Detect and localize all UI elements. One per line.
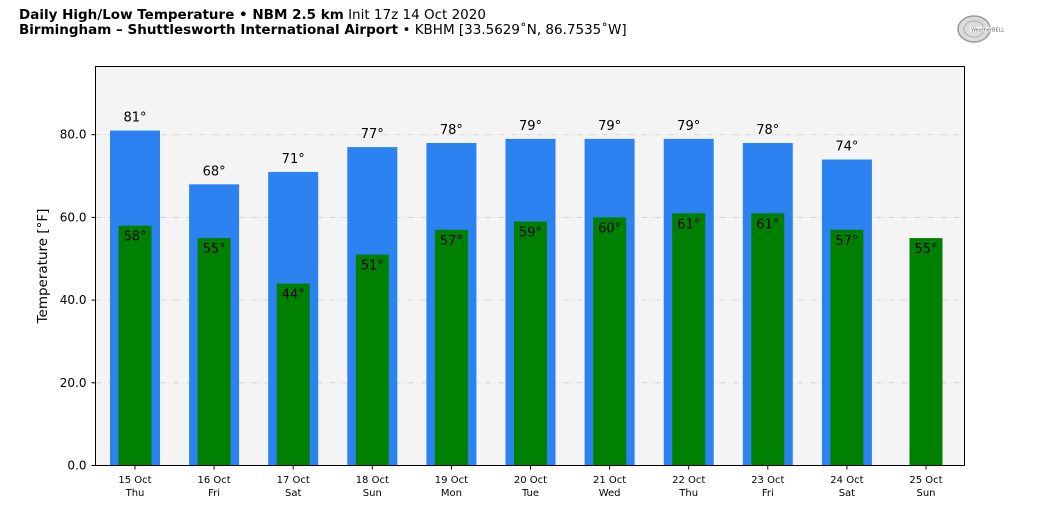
high-temp-label: 81° bbox=[123, 111, 146, 126]
low-temp-label: 55° bbox=[914, 242, 937, 257]
y-tick-label: 20.0 bbox=[60, 376, 87, 390]
bars: 81° 58° 68° 55° 71° 44° 77° 51° 78° 57° 79° 59° 79° 6… bbox=[110, 111, 943, 466]
x-tick-day: Mon bbox=[441, 488, 462, 499]
y-tick-label: 40.0 bbox=[60, 293, 87, 307]
title-line: Daily High/Low Temperature • NBM 2.5 km … bbox=[19, 8, 627, 23]
y-axis-ticks: 0.0 20.0 40.0 60.0 80.0 bbox=[60, 128, 96, 473]
low-temp-label: 44° bbox=[282, 288, 305, 303]
logo-text: WeatherBELL bbox=[971, 28, 1004, 34]
x-tick-day: Thu bbox=[125, 488, 145, 499]
low-temp-bar bbox=[751, 213, 785, 466]
high-temp-label: 71° bbox=[282, 152, 305, 167]
y-tick-label: 80.0 bbox=[60, 128, 87, 142]
y-axis-title: Temperature [°F] bbox=[35, 209, 51, 325]
y-tick-label: 0.0 bbox=[67, 459, 86, 473]
high-temp-label: 68° bbox=[203, 164, 226, 179]
y-tick-label: 60.0 bbox=[60, 210, 87, 224]
high-temp-label: 74° bbox=[835, 140, 858, 155]
low-temp-bar bbox=[830, 229, 864, 466]
x-tick-date: 23 Oct bbox=[751, 475, 784, 486]
x-tick-date: 21 Oct bbox=[593, 475, 626, 486]
high-temp-label: 79° bbox=[598, 119, 621, 134]
low-temp-label: 60° bbox=[598, 221, 621, 236]
low-temp-label: 61° bbox=[756, 217, 779, 232]
init-time: Init 17z 14 Oct 2020 bbox=[348, 7, 486, 23]
x-tick-day: Wed bbox=[599, 488, 621, 499]
low-temp-label: 59° bbox=[519, 226, 542, 241]
low-temp-label: 55° bbox=[203, 242, 226, 257]
x-tick-day: Sat bbox=[839, 488, 855, 499]
low-temp-bar bbox=[909, 238, 943, 466]
low-temp-label: 58° bbox=[123, 230, 146, 245]
x-tick-day: Sun bbox=[916, 488, 935, 499]
x-tick-day: Sun bbox=[363, 488, 382, 499]
x-tick-date: 19 Oct bbox=[435, 475, 468, 486]
low-temp-bar bbox=[118, 225, 152, 466]
low-temp-label: 57° bbox=[835, 234, 858, 249]
low-temp-label: 51° bbox=[361, 259, 384, 274]
low-temp-label: 57° bbox=[440, 234, 463, 249]
x-tick-day: Sat bbox=[285, 488, 301, 499]
location-name: Birmingham – Shuttlesworth International… bbox=[19, 22, 399, 38]
high-temp-label: 79° bbox=[519, 119, 542, 134]
x-tick-day: Tue bbox=[521, 488, 539, 499]
x-axis-ticks: 15 Oct Thu 16 Oct Fri 17 Oct Sat 18 Oct Sun 19 O… bbox=[118, 465, 943, 499]
x-tick-date: 20 Oct bbox=[514, 475, 547, 486]
chart-header: Daily High/Low Temperature • NBM 2.5 km … bbox=[19, 8, 627, 38]
x-tick-date: 22 Oct bbox=[672, 475, 705, 486]
station-info: • KBHM [33.5629˚N, 86.7535˚W] bbox=[402, 22, 627, 38]
chart-title: Daily High/Low Temperature • NBM 2.5 km bbox=[19, 7, 344, 23]
high-temp-label: 79° bbox=[677, 119, 700, 134]
x-tick-date: 24 Oct bbox=[830, 475, 863, 486]
x-tick-date: 16 Oct bbox=[197, 475, 230, 486]
high-temp-label: 77° bbox=[361, 127, 384, 142]
x-tick-date: 25 Oct bbox=[909, 475, 942, 486]
low-temp-bar bbox=[355, 254, 389, 466]
high-temp-label: 78° bbox=[756, 123, 779, 138]
weatherbell-logo-icon: WeatherBELL bbox=[956, 12, 1020, 46]
x-tick-day: Fri bbox=[762, 488, 774, 499]
low-temp-bar bbox=[276, 283, 310, 466]
x-tick-date: 15 Oct bbox=[118, 475, 151, 486]
location-line: Birmingham – Shuttlesworth International… bbox=[19, 23, 627, 38]
low-temp-bar bbox=[672, 213, 706, 466]
x-tick-day: Fri bbox=[208, 488, 220, 499]
high-temp-label: 78° bbox=[440, 123, 463, 138]
low-temp-label: 61° bbox=[677, 217, 700, 232]
x-tick-day: Thu bbox=[678, 488, 698, 499]
x-tick-date: 17 Oct bbox=[277, 475, 310, 486]
low-temp-bar bbox=[593, 217, 627, 466]
low-temp-bar bbox=[197, 238, 231, 466]
low-temp-bar bbox=[514, 221, 547, 466]
low-temp-bar bbox=[434, 229, 468, 466]
x-tick-date: 18 Oct bbox=[356, 475, 389, 486]
plot-border bbox=[95, 66, 965, 466]
